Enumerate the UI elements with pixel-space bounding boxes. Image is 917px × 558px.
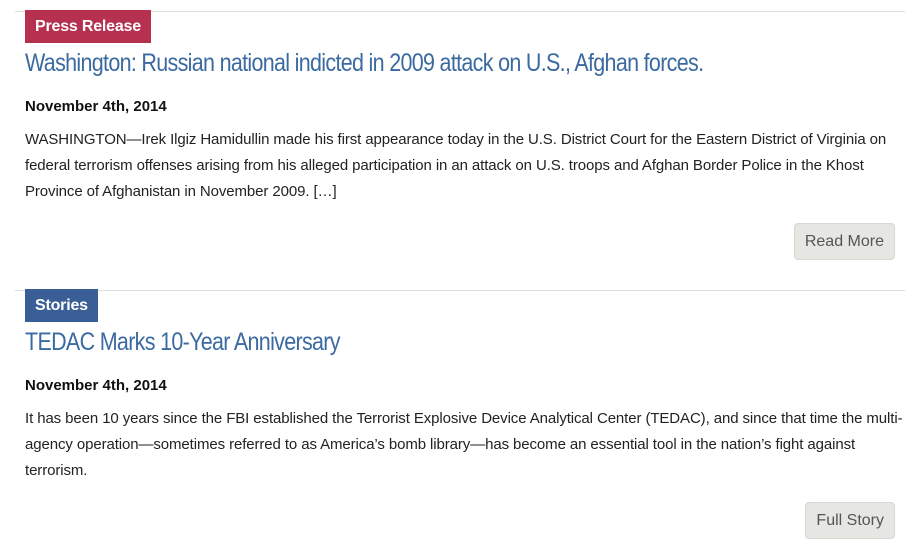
article-date: November 4th, 2014	[25, 98, 167, 115]
category-badge[interactable]: Stories	[25, 289, 98, 322]
article-title-link[interactable]: Washington: Russian national indicted in…	[25, 49, 704, 77]
article-summary: It has been 10 years since the FBI estab…	[25, 410, 903, 479]
article-title-link[interactable]: TEDAC Marks 10-Year Anniversary	[25, 328, 341, 356]
article-entry: Press Release Washington: Russian nation…	[15, 10, 905, 281]
article-summary: WASHINGTON—Irek Ilgiz Hamidullin made hi…	[25, 131, 887, 200]
article-date: November 4th, 2014	[25, 377, 167, 394]
full-story-button[interactable]: Full Story	[805, 502, 895, 539]
category-badge[interactable]: Press Release	[25, 10, 151, 43]
article-entry: Stories TEDAC Marks 10-Year Anniversary …	[15, 289, 905, 558]
read-more-button[interactable]: Read More	[793, 223, 895, 260]
